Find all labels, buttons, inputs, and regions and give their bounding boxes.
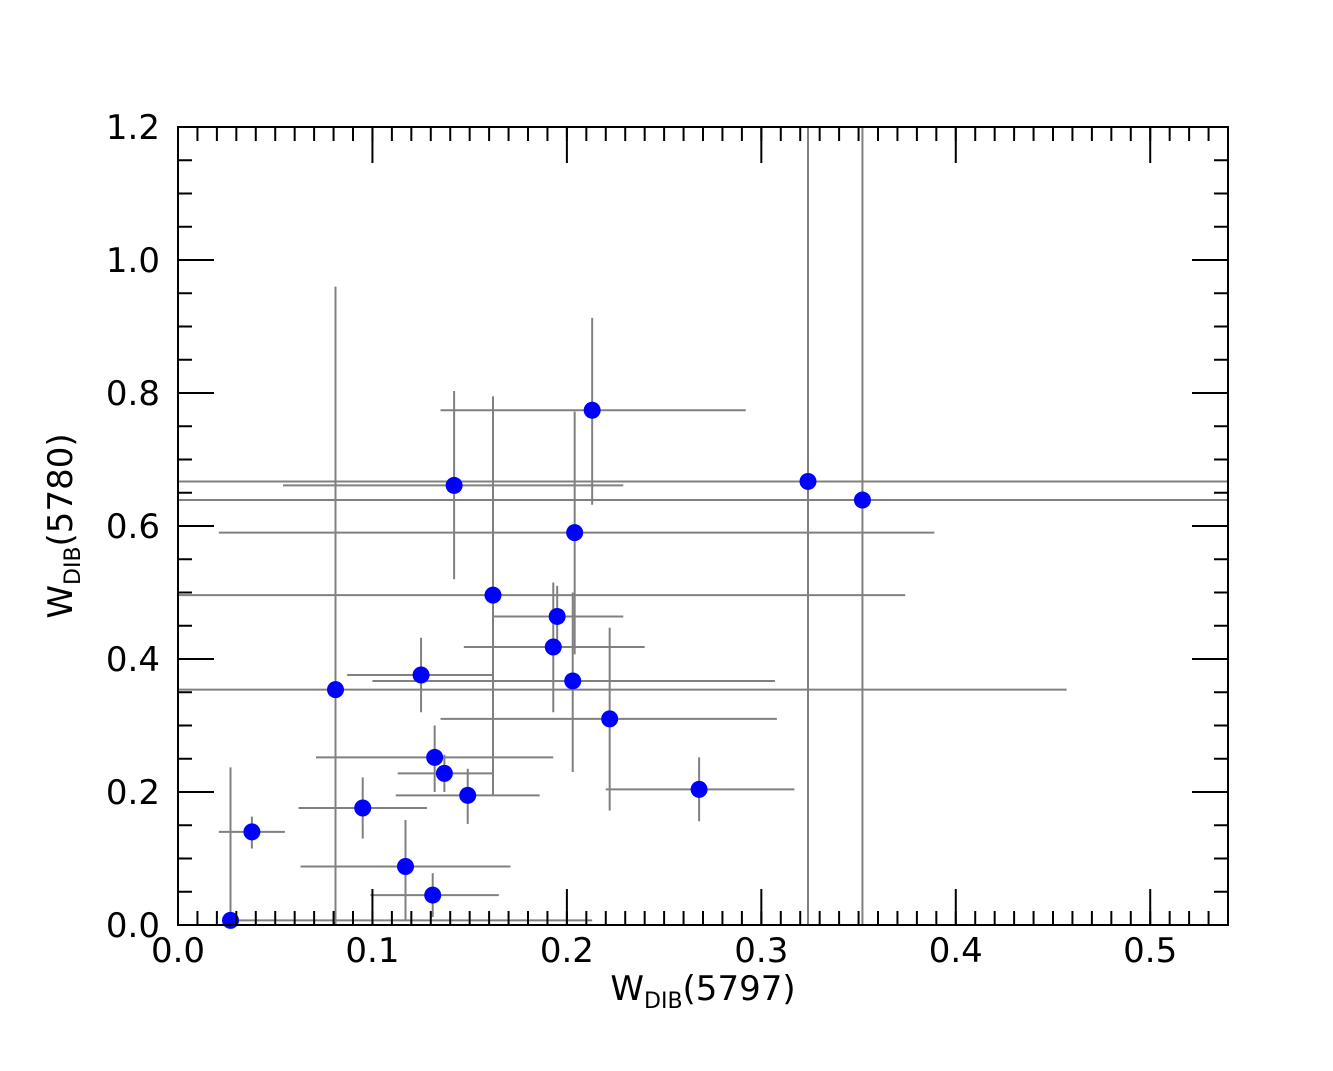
x-tick-label: 0.5: [1123, 931, 1177, 971]
x-tick-label: 0.2: [540, 931, 594, 971]
marker-layer: [222, 401, 871, 929]
y-tick-label: 0.4: [106, 640, 160, 680]
data-point: [484, 586, 502, 604]
data-point: [459, 786, 477, 804]
x-axis-title-main: W: [610, 969, 644, 1009]
y-tick-label: 0.6: [106, 507, 160, 547]
data-point: [424, 886, 442, 904]
y-tick-label: 0.8: [106, 374, 160, 414]
tick-layer: [177, 126, 1229, 926]
data-point: [397, 857, 414, 875]
x-axis-title: WDIB(5797): [610, 969, 795, 1014]
y-tick-label: 1.0: [106, 241, 160, 281]
data-point: [548, 607, 566, 625]
x-tick-label: 0.0: [151, 931, 205, 971]
errorbar-layer: [178, 127, 1228, 925]
y-tick-label: 0.2: [106, 773, 160, 813]
data-point: [435, 764, 453, 782]
data-point: [327, 681, 344, 699]
data-point: [799, 472, 817, 490]
y-axis-title: WDIB(5780): [41, 433, 86, 618]
data-point: [412, 666, 430, 684]
x-tick-label: 0.4: [929, 931, 983, 971]
tick-label-layer: 0.0 0.1 0.2 0.3 0.4 0.5 0.0 0.2 0.4 0.6 0.8 1.0 1.2: [106, 108, 1177, 971]
x-tick-label: 0.3: [734, 931, 788, 971]
data-point: [445, 476, 463, 494]
data-point: [690, 780, 708, 798]
data-point: [583, 401, 601, 419]
data-point: [601, 710, 619, 728]
data-point: [566, 524, 584, 542]
x-axis-title-sub: DIB: [644, 989, 683, 1014]
data-point: [354, 799, 372, 817]
data-point: [426, 748, 444, 766]
y-tick-label: 1.2: [106, 108, 160, 148]
y-axis-title-tail: (5780): [41, 433, 81, 546]
x-axis-title-tail: (5797): [683, 969, 796, 1009]
data-point: [243, 823, 261, 841]
data-point: [544, 638, 562, 656]
x-tick-label: 0.1: [345, 931, 399, 971]
y-tick-label: 0.0: [106, 906, 160, 946]
y-axis-title-sub: DIB: [61, 546, 86, 585]
y-axis-title-main: W: [41, 585, 81, 619]
data-point: [853, 491, 871, 509]
data-point: [564, 672, 582, 690]
